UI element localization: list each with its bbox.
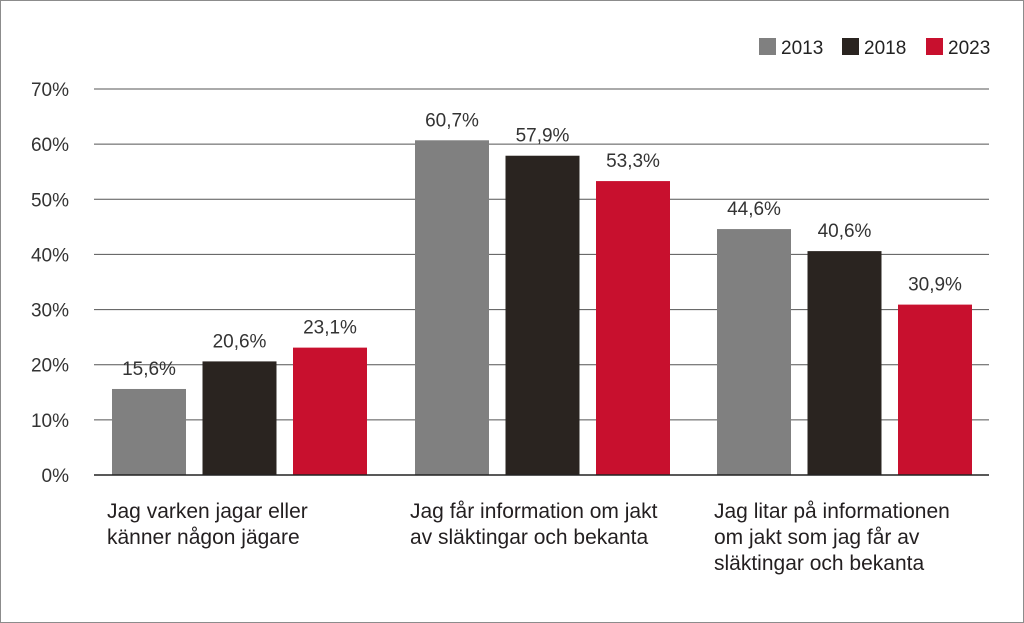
category-label: Jag varken jagar eller känner någon jägar… [107,500,308,549]
legend-label: 2013 [781,38,823,59]
bar [415,140,489,476]
category-label-line: om jakt som jag får av [714,526,920,549]
bar [596,181,670,476]
category-label: Jag får information om jakt av släktingar… [410,500,658,549]
legend-swatch [842,38,859,55]
category-label-line: känner någon jägare [107,526,300,549]
data-label: 40,6% [818,221,872,242]
bar [898,304,972,475]
bar [293,347,367,475]
bar [717,229,791,475]
bar [807,251,882,475]
legend-swatch [759,38,776,55]
y-tick-label: 30% [31,301,69,322]
category-label-line: av släktingar och bekanta [410,526,648,549]
category-label-line: Jag varken jagar eller [107,500,308,523]
legend-label: 2023 [948,38,990,59]
y-tick-label: 10% [31,411,69,432]
y-tick-label: 50% [31,190,69,211]
y-tick-label: 60% [31,135,69,156]
bar [112,388,186,475]
bar [505,155,580,476]
data-label: 23,1% [303,318,357,339]
data-label: 53,3% [606,151,660,172]
y-tick-label: 70% [31,80,69,101]
legend-label: 2018 [864,38,906,59]
data-label: 57,9% [516,126,570,147]
category-label-line: Jag litar på informationen [714,500,950,523]
category-label-line: släktingar och bekanta [714,552,924,575]
data-label: 60,7% [425,110,479,131]
data-label: 15,6% [122,359,176,380]
legend-swatch [926,38,943,55]
data-label: 44,6% [727,199,781,220]
data-label: 20,6% [213,331,267,352]
y-tick-label: 40% [31,245,69,266]
category-label: Jag litar på informationen om jakt som ja… [714,500,950,575]
y-tick-label: 0% [42,466,70,487]
bar [202,361,277,475]
category-label-line: Jag får information om jakt [410,500,658,523]
data-label: 30,9% [908,275,962,296]
y-tick-label: 20% [31,356,69,377]
